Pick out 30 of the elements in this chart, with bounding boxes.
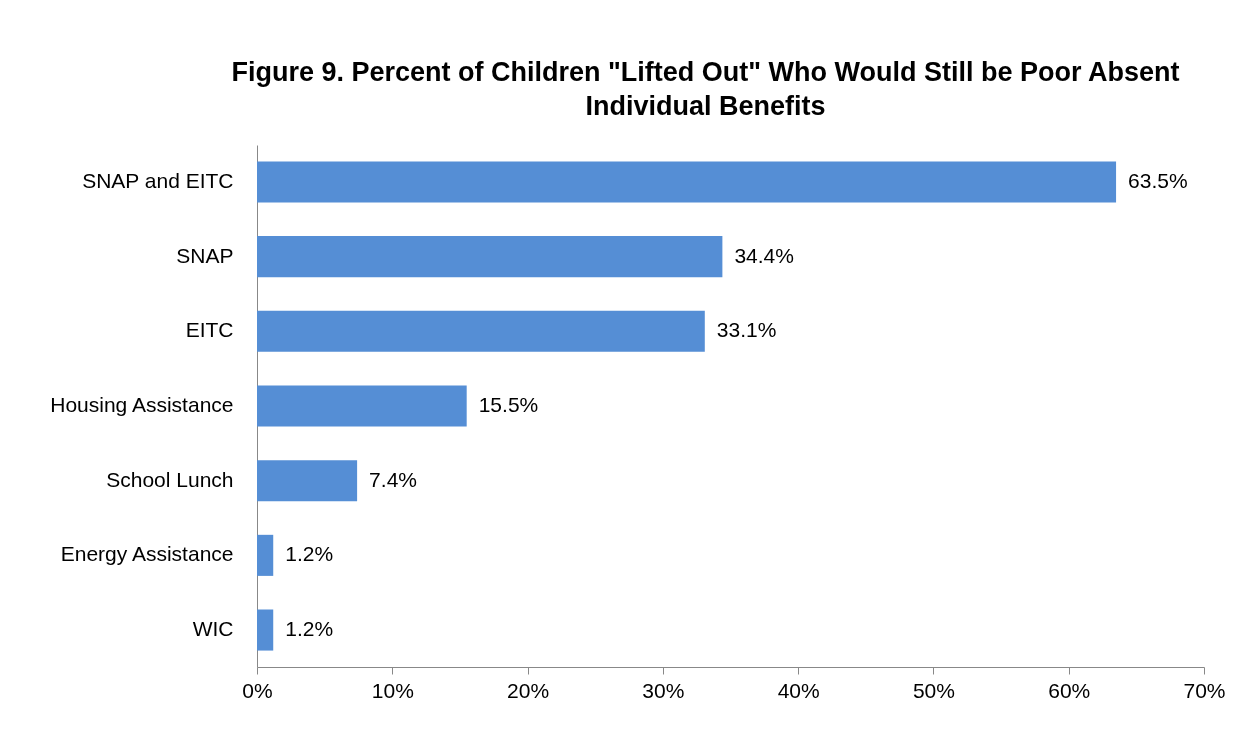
data-label: 7.4% (369, 467, 417, 491)
bar (257, 385, 467, 427)
bar (257, 310, 705, 352)
x-tick-label: 70% (1183, 678, 1226, 702)
bar (257, 460, 358, 502)
y-tick-label: SNAP and EITC (82, 168, 234, 192)
x-tick-label: 60% (1048, 678, 1091, 702)
data-label: 1.2% (285, 542, 334, 566)
x-tick-label: 30% (642, 678, 685, 702)
data-label: 33.1% (716, 318, 777, 342)
x-tick-label: 50% (912, 678, 955, 702)
data-label: 15.5% (478, 393, 539, 416)
x-tick-label: 40% (777, 678, 820, 702)
y-tick-label: SNAP (176, 243, 234, 267)
data-label: 34.4% (734, 243, 794, 267)
bar (257, 609, 274, 651)
y-tick-label: School Lunch (106, 467, 234, 491)
x-tick-label: 10% (371, 678, 414, 702)
data-label: 63.5% (1128, 168, 1188, 192)
bar (257, 534, 274, 576)
chart-title: Figure 9. Percent of Children "Lifted Out" Who Would Still be Poor Absent Individual Benefits (231, 57, 1180, 121)
y-tick-label: Energy Assistance (60, 542, 234, 566)
bar (257, 161, 1117, 203)
x-tick-label: 0% (242, 678, 273, 702)
data-label: 1.2% (285, 617, 334, 641)
y-tick-label: EITC (185, 318, 234, 342)
y-tick-label: WIC (192, 617, 234, 641)
bar (257, 236, 723, 278)
y-tick-label: Housing Assistance (50, 393, 234, 416)
x-tick-label: 20% (507, 678, 550, 702)
